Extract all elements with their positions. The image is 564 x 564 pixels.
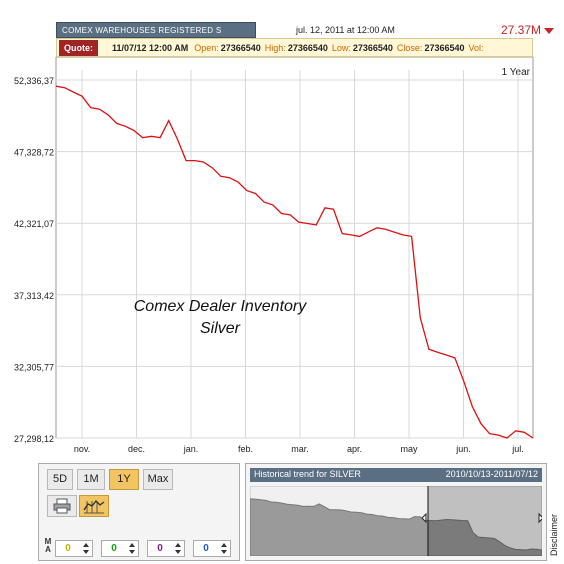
plot-area: [55, 57, 534, 439]
y-tick-label: 32,305,77: [14, 362, 54, 372]
navigator-panel: Historical trend for SILVER 2010/10/13-2…: [245, 463, 547, 561]
up-arrow-icon[interactable]: [221, 543, 227, 547]
ma-value-4: 0: [203, 543, 209, 554]
y-tick-label: 37,313,42: [14, 291, 54, 301]
price-display: 27.37M: [501, 23, 554, 37]
down-arrow-icon[interactable]: [83, 550, 89, 554]
period-button-5d[interactable]: 5D: [47, 469, 73, 490]
period-button-1y[interactable]: 1Y: [109, 469, 139, 490]
low-value: 27366540: [352, 42, 393, 53]
x-tick-label: jul.: [511, 444, 524, 454]
chart-title-line-2: Silver: [199, 320, 240, 337]
x-tick-label: mar.: [291, 444, 309, 454]
up-arrow-icon[interactable]: [83, 543, 89, 547]
open-label: Open:: [194, 42, 219, 53]
ma-stepper-2[interactable]: [126, 541, 138, 556]
navigator-selection: [428, 486, 542, 556]
disclaimer-link[interactable]: Disclaimer: [549, 513, 559, 556]
right-handle-icon: [538, 512, 542, 524]
period-button-1m[interactable]: 1M: [77, 469, 105, 490]
chart-type-button[interactable]: [79, 495, 109, 517]
series-line: [55, 85, 534, 439]
navigator-header: Historical trend for SILVER 2010/10/13-2…: [250, 468, 542, 482]
print-button[interactable]: [47, 495, 77, 517]
x-tick-label: jan.: [183, 444, 199, 454]
ma-stepper-3[interactable]: [172, 541, 184, 556]
x-tick-label: apr.: [347, 444, 362, 454]
x-tick-label: dec.: [128, 444, 145, 454]
open-value: 27366540: [220, 42, 261, 53]
x-tick-label: nov.: [74, 444, 90, 454]
ma-stepper-4[interactable]: [218, 541, 230, 556]
quote-bar: Quote: 11/07/12 12:00 AM Open: 27366540 …: [56, 38, 533, 57]
quote-date: 11/07/12 12:00 AM: [112, 42, 189, 53]
x-tick-label: feb.: [238, 444, 253, 454]
close-value: 27366540: [424, 42, 465, 53]
period-button-max[interactable]: Max: [143, 469, 173, 490]
down-arrow-icon: [544, 27, 554, 34]
ma-field-1[interactable]: 0: [55, 540, 93, 557]
down-arrow-icon[interactable]: [175, 550, 181, 554]
down-arrow-icon[interactable]: [129, 550, 135, 554]
down-arrow-icon[interactable]: [221, 550, 227, 554]
ma-value-1: 0: [65, 543, 71, 554]
ma-stepper-1[interactable]: [80, 541, 92, 556]
high-label: High:: [264, 42, 286, 53]
line-chart-icon: [83, 499, 105, 514]
navigator-chart[interactable]: [250, 486, 542, 556]
ma-value-2: 0: [111, 543, 117, 554]
x-tick-label: jun.: [455, 444, 471, 454]
ma-value-3: 0: [157, 543, 163, 554]
up-arrow-icon[interactable]: [175, 543, 181, 547]
ma-field-2[interactable]: 0: [101, 540, 139, 557]
range-label: 1 Year: [502, 67, 531, 78]
chart-overlay-title: Comex Dealer Inventory Silver: [100, 296, 340, 340]
up-arrow-icon[interactable]: [129, 543, 135, 547]
left-handle-icon: [421, 512, 427, 524]
y-tick-label: 47,328,72: [14, 148, 54, 158]
vol-label: Vol:: [468, 42, 484, 53]
navigator-title: Historical trend for SILVER: [254, 469, 361, 479]
quote-badge: Quote:: [59, 39, 98, 56]
header-date: jul. 12, 2011 at 12:00 AM: [296, 25, 395, 35]
navigator-area: [250, 498, 542, 556]
ma-field-3[interactable]: 0: [147, 540, 185, 557]
navigator-range: 2010/10/13-2011/07/12: [445, 469, 538, 479]
x-tick-label: may: [400, 444, 418, 454]
high-value: 27366540: [287, 42, 328, 53]
main-chart: 1 Year 52,336,37 47,328,72 42,321,07 37,313,…: [14, 57, 534, 454]
low-label: Low:: [331, 42, 351, 53]
ma-field-4[interactable]: 0: [193, 540, 231, 557]
series-tab[interactable]: COMEX WAREHOUSES REGISTERED S: [56, 22, 256, 38]
printer-icon: [53, 498, 71, 514]
y-tick-label: 42,321,07: [14, 219, 54, 229]
chart-title-line-1: Comex Dealer Inventory: [133, 298, 307, 315]
price-value: 27.37M: [500, 23, 541, 37]
chart-header: COMEX WAREHOUSES REGISTERED S jul. 12, 2…: [56, 22, 554, 38]
y-tick-label: 52,336,37: [14, 76, 54, 86]
close-label: Close:: [396, 42, 423, 53]
y-tick-label: 27,298,12: [14, 434, 54, 444]
